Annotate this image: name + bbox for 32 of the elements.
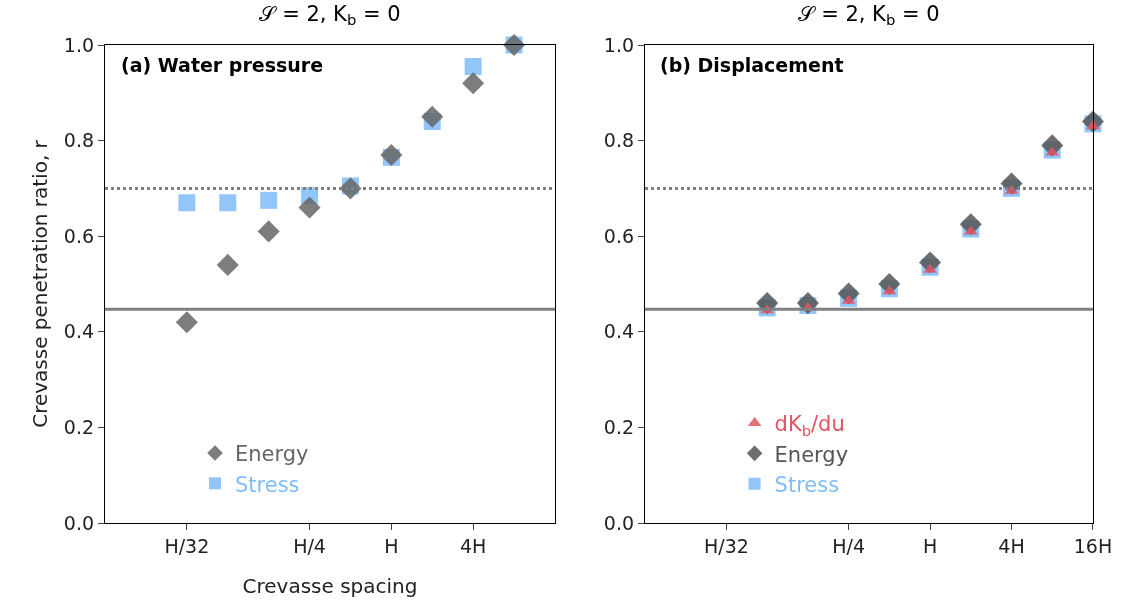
y-tick-label: 0.6 — [63, 224, 95, 247]
x-tick-label: H/4 — [832, 534, 866, 557]
x-tick-label: H/32 — [164, 534, 210, 557]
legend-label: Stress — [235, 472, 300, 497]
y-tick-label: 1.0 — [603, 33, 635, 56]
chart-title: 𝒮 = 2, K$_{b}$ = 0 — [798, 1, 940, 29]
x-axis-title: Crevasse spacing — [242, 574, 418, 599]
y-tick-label: 0.0 — [63, 511, 95, 534]
y-tick-label: 0.2 — [63, 416, 95, 439]
legend-label: dK$_{b}$/du — [774, 412, 845, 439]
legend-label: Energy — [235, 442, 309, 467]
y-tick-label: 0.4 — [63, 320, 95, 343]
x-tick-label: 4H — [459, 534, 487, 557]
x-tick-label: H/32 — [704, 534, 749, 557]
annotation: (a) Water pressure — [121, 54, 324, 76]
chart-title: 𝒮 = 2, K$_{b}$ = 0 — [259, 1, 401, 29]
y-tick-label: 0.4 — [603, 320, 635, 343]
y-tick-label: 0.8 — [603, 129, 635, 152]
legend-label: Energy — [774, 442, 849, 467]
legend-label: Stress — [774, 472, 840, 497]
y-tick-label: 1.0 — [63, 33, 95, 56]
annotation: (b) Displacement — [660, 54, 844, 76]
y-axis-title: Crevasse penetration ratio, r — [28, 139, 53, 428]
x-tick-label: H/4 — [293, 534, 326, 557]
y-tick-label: 0.8 — [63, 129, 95, 152]
x-tick-label: H — [384, 534, 399, 557]
y-tick-label: 0.2 — [603, 416, 635, 439]
y-tick-label: 0.0 — [603, 511, 635, 534]
x-tick-label: 16H — [1073, 534, 1113, 557]
x-tick-label: 4H — [998, 534, 1025, 557]
x-tick-label: H — [922, 534, 938, 557]
y-tick-label: 0.6 — [603, 224, 635, 247]
